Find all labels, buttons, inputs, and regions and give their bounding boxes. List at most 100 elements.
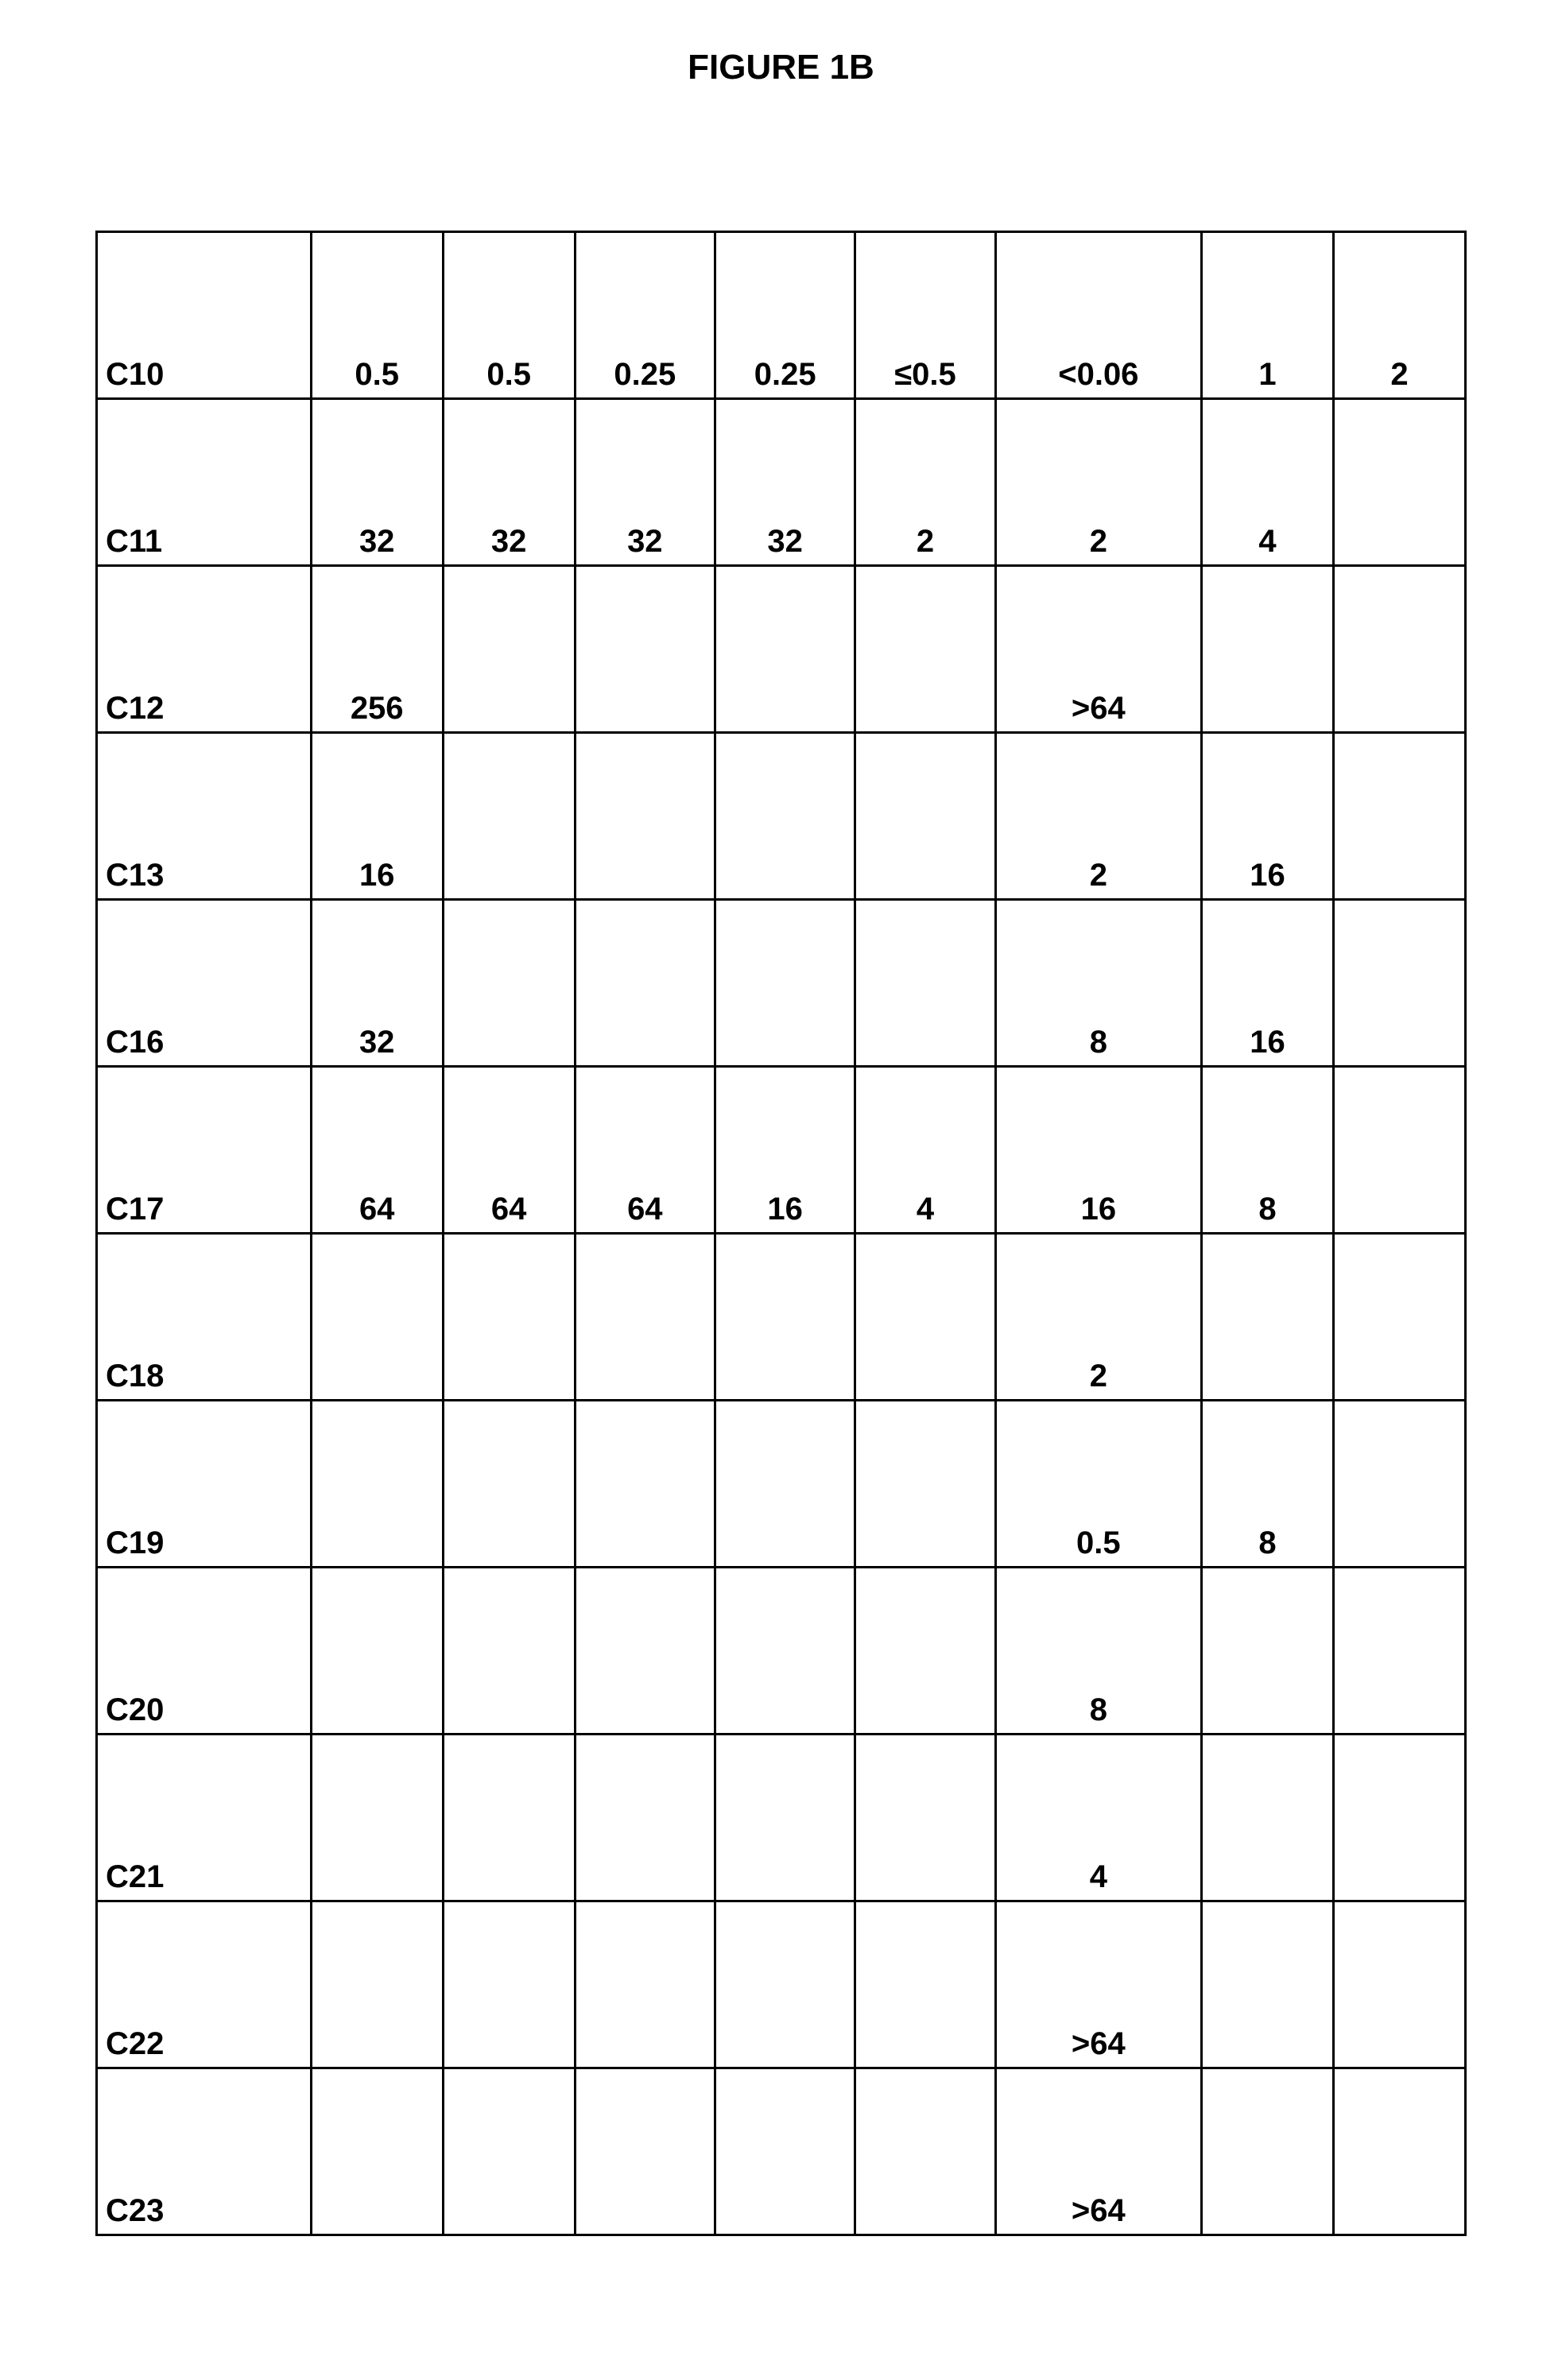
cell: 16 [715, 1067, 855, 1234]
cell: 0.25 [575, 232, 715, 399]
cell [715, 2068, 855, 2235]
cell [855, 1568, 995, 1735]
cell [443, 1735, 575, 1901]
cell [575, 1568, 715, 1735]
cell [1333, 1401, 1465, 1568]
table-row: C208 [97, 1568, 1466, 1735]
row-label: C13 [97, 733, 312, 900]
cell: 4 [1202, 399, 1334, 566]
cell: 2 [995, 399, 1201, 566]
cell: ≤0.5 [855, 232, 995, 399]
row-label: C21 [97, 1735, 312, 1901]
cell [715, 1901, 855, 2068]
cell [1333, 399, 1465, 566]
table-row: C100.50.50.250.25≤0.5<0.0612 [97, 232, 1466, 399]
cell [1333, 900, 1465, 1067]
cell [311, 2068, 443, 2235]
cell: 0.5 [995, 1401, 1201, 1568]
cell: 16 [311, 733, 443, 900]
cell [575, 1901, 715, 2068]
cell: 32 [311, 399, 443, 566]
table-row: C23 >64 [97, 2068, 1466, 2235]
cell [443, 900, 575, 1067]
row-label: C11 [97, 399, 312, 566]
row-label: C16 [97, 900, 312, 1067]
cell [443, 733, 575, 900]
table-row: C21 4 [97, 1735, 1466, 1901]
cell: 2 [995, 733, 1201, 900]
cell: 1 [1202, 232, 1334, 399]
cell [575, 566, 715, 733]
cell [1202, 1901, 1334, 2068]
cell [715, 1568, 855, 1735]
cell: <0.06 [995, 232, 1201, 399]
table-row: C182 [97, 1234, 1466, 1401]
cell [443, 1234, 575, 1401]
cell: 16 [1202, 733, 1334, 900]
cell [1202, 1234, 1334, 1401]
cell [855, 900, 995, 1067]
row-label: C12 [97, 566, 312, 733]
cell [575, 2068, 715, 2235]
cell [1333, 566, 1465, 733]
table-row: C22>64 [97, 1901, 1466, 2068]
cell: >64 [995, 566, 1201, 733]
cell [855, 1901, 995, 2068]
cell [1202, 2068, 1334, 2235]
cell [575, 1401, 715, 1568]
cell: 32 [575, 399, 715, 566]
cell [1202, 1735, 1334, 1901]
cell: >64 [995, 2068, 1201, 2235]
cell: 2 [855, 399, 995, 566]
cell [855, 1735, 995, 1901]
data-table: C100.50.50.250.25≤0.5<0.0612C11323232322… [95, 231, 1467, 2236]
cell: 32 [311, 900, 443, 1067]
row-label: C19 [97, 1401, 312, 1568]
cell [311, 1568, 443, 1735]
page: FIGURE 1B C100.50.50.250.25≤0.5<0.0612C1… [0, 0, 1562, 2332]
cell: 64 [311, 1067, 443, 1234]
cell [715, 1735, 855, 1901]
cell [443, 1568, 575, 1735]
cell [1202, 1568, 1334, 1735]
cell [715, 566, 855, 733]
cell: 0.5 [311, 232, 443, 399]
cell: 64 [575, 1067, 715, 1234]
cell: >64 [995, 1901, 1201, 2068]
cell [1333, 1901, 1465, 2068]
cell [311, 1401, 443, 1568]
cell: 2 [1333, 232, 1465, 399]
cell [1333, 1735, 1465, 1901]
cell: 8 [995, 900, 1201, 1067]
row-label: C23 [97, 2068, 312, 2235]
figure-title: FIGURE 1B [95, 48, 1467, 87]
cell [715, 733, 855, 900]
cell [1333, 1568, 1465, 1735]
cell [855, 2068, 995, 2235]
cell: 8 [995, 1568, 1201, 1735]
table-row: C17646464164168 [97, 1067, 1466, 1234]
cell [1333, 1234, 1465, 1401]
cell: 8 [1202, 1067, 1334, 1234]
cell [575, 733, 715, 900]
cell [443, 566, 575, 733]
row-label: C10 [97, 232, 312, 399]
cell [443, 1901, 575, 2068]
cell: 0.25 [715, 232, 855, 399]
cell [311, 1735, 443, 1901]
cell [575, 1234, 715, 1401]
cell [575, 1735, 715, 1901]
cell: 64 [443, 1067, 575, 1234]
cell [443, 1401, 575, 1568]
cell [311, 1234, 443, 1401]
cell [1333, 733, 1465, 900]
table-row: C190.58 [97, 1401, 1466, 1568]
cell [855, 733, 995, 900]
cell: 4 [995, 1735, 1201, 1901]
cell [715, 900, 855, 1067]
cell [443, 2068, 575, 2235]
row-label: C17 [97, 1067, 312, 1234]
table-row: C12256>64 [97, 566, 1466, 733]
row-label: C18 [97, 1234, 312, 1401]
cell [715, 1234, 855, 1401]
